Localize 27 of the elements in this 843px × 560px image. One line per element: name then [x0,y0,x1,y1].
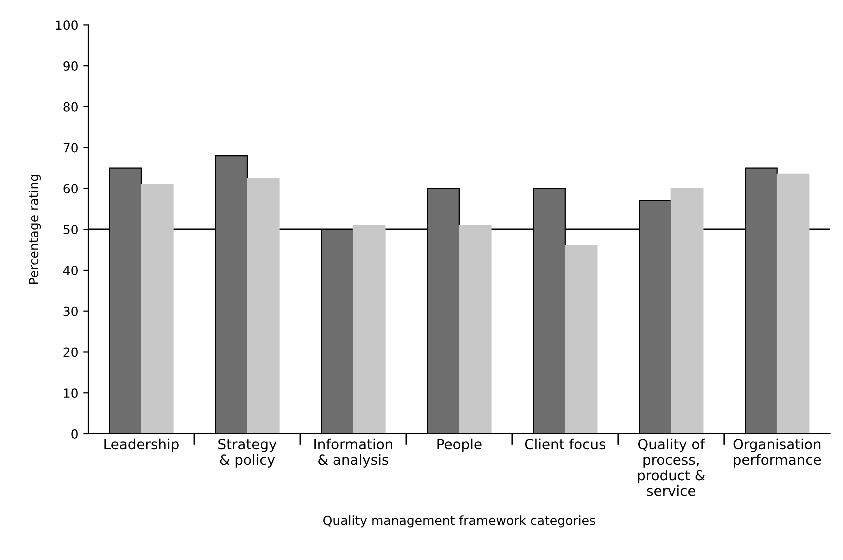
y-tick-label: 90 [64,62,78,72]
bar [776,174,810,434]
y-tick-label: 60 [64,184,78,194]
y-axis-title: Percentage rating [28,175,42,284]
bar [458,224,492,434]
y-tick-label: 50 [64,225,78,235]
x-axis-title: Quality management framework categories [324,516,596,528]
x-tick-label: Strategy & policy [218,439,277,468]
y-tick-label: 30 [64,306,78,316]
bar [670,188,704,434]
y-tick-label: 40 [64,266,78,276]
x-tick-label: People [438,438,482,452]
bar [564,245,598,434]
bar [246,178,280,434]
bar [352,224,386,434]
y-tick-label: 100 [56,20,78,30]
y-tick-label: 80 [64,102,78,112]
y-tick-label: 20 [64,348,78,358]
x-tick-label: Information & analysis [314,438,392,468]
x-tick-label: Client focus [525,438,606,450]
bar [140,184,174,434]
x-tick-label: Organisation performance [734,438,822,468]
y-tick-label: 0 [72,429,78,439]
x-tick-label: Quality of process, product & service [638,438,706,496]
y-tick-label: 70 [64,143,78,153]
y-tick-label: 10 [64,388,78,398]
x-tick-label: Leadership [104,438,179,452]
